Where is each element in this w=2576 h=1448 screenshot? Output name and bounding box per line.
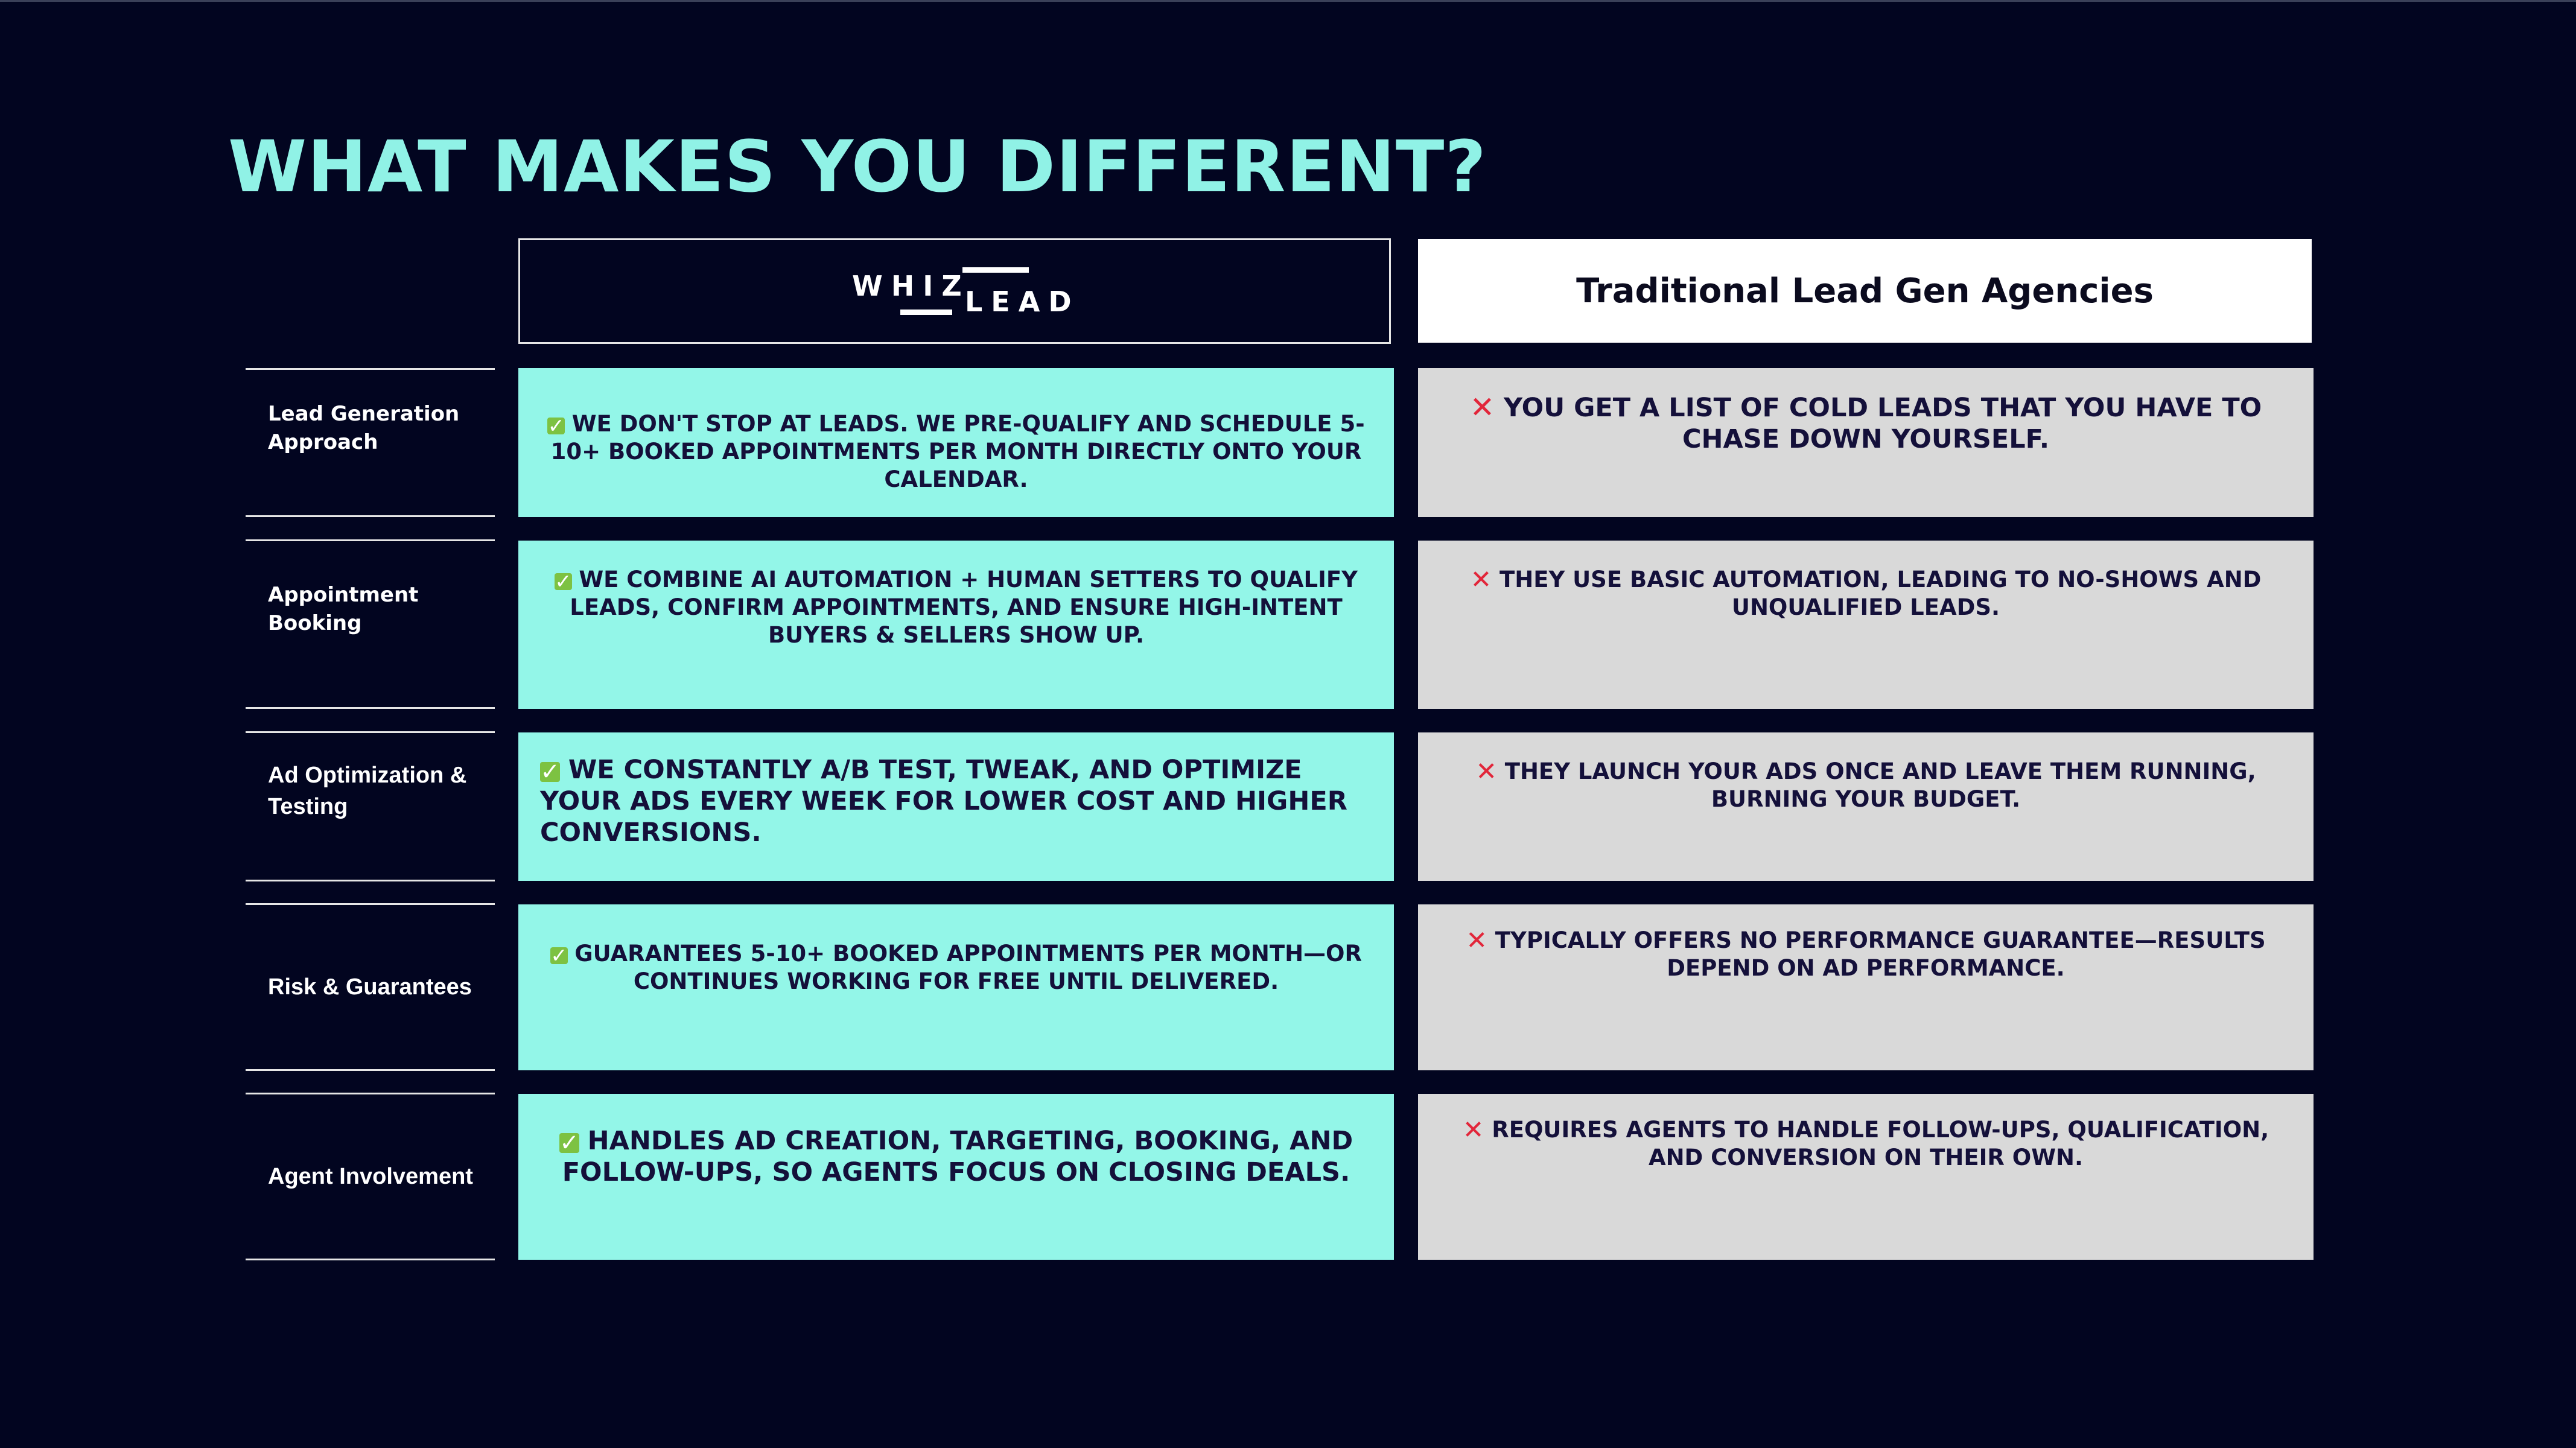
traditional-cell-text: YOU GET A LIST OF COLD LEADS THAT YOU HA… [1504, 393, 2262, 454]
whizlead-cell-text: GUARANTEES 5-10+ BOOKED APPOINTMENTS PER… [574, 941, 1362, 994]
row-label-block: Risk & Guarantees [246, 903, 495, 1071]
traditional-cell: REQUIRES AGENTS TO HANDLE FOLLOW-UPS, QU… [1418, 1094, 2314, 1260]
whizlead-cell-text: WE COMBINE AI AUTOMATION + HUMAN SETTERS… [570, 567, 1358, 648]
check-icon [550, 947, 568, 965]
cross-icon [1470, 393, 1495, 422]
row-label: Appointment Booking [268, 583, 419, 635]
row-label-block: Lead Generation Approach [246, 368, 495, 517]
logo-word-whiz: WHIZ [852, 269, 970, 302]
check-icon [559, 1132, 580, 1154]
row-label: Ad Optimization & Testing [268, 763, 467, 819]
whizlead-cell-text: WE DON'T STOP AT LEADS. WE PRE-QUALIFY A… [550, 411, 1365, 492]
whizlead-cell-text: WE CONSTANTLY A/B TEST, TWEAK, AND OPTIM… [540, 755, 1347, 848]
traditional-cell: YOU GET A LIST OF COLD LEADS THAT YOU HA… [1418, 368, 2314, 517]
cross-icon [1466, 929, 1487, 954]
traditional-cell-text: THEY LAUNCH YOUR ADS ONCE AND LEAVE THEM… [1504, 758, 2256, 812]
traditional-cell: THEY LAUNCH YOUR ADS ONCE AND LEAVE THEM… [1418, 732, 2314, 881]
row-label: Risk & Guarantees [268, 974, 472, 1000]
whizlead-column-header: WHIZ LEAD [518, 238, 1391, 344]
cross-icon [1475, 760, 1497, 786]
traditional-cell-text: THEY USE BASIC AUTOMATION, LEADING TO NO… [1499, 567, 2262, 620]
check-icon [540, 761, 561, 783]
logo-bar-top [962, 267, 1029, 273]
traditional-cell-text: TYPICALLY OFFERS NO PERFORMANCE GUARANTE… [1495, 927, 2266, 981]
top-divider [0, 0, 2576, 2]
cross-icon [1463, 1118, 1484, 1144]
logo-bar-bottom [900, 309, 952, 315]
traditional-cell-text: REQUIRES AGENTS TO HANDLE FOLLOW-UPS, QU… [1492, 1117, 2269, 1170]
row-label: Agent Involvement [268, 1164, 473, 1189]
page-title: WHAT MAKES YOU DIFFERENT? [228, 125, 1487, 208]
traditional-cell: TYPICALLY OFFERS NO PERFORMANCE GUARANTE… [1418, 904, 2314, 1070]
row-label-block: Ad Optimization & Testing [246, 731, 495, 881]
traditional-cell: THEY USE BASIC AUTOMATION, LEADING TO NO… [1418, 541, 2314, 709]
whizlead-cell: WE COMBINE AI AUTOMATION + HUMAN SETTERS… [518, 541, 1394, 709]
row-label-block: Agent Involvement [246, 1093, 495, 1260]
whizlead-cell: WE CONSTANTLY A/B TEST, TWEAK, AND OPTIM… [518, 732, 1394, 881]
whizlead-cell: WE DON'T STOP AT LEADS. WE PRE-QUALIFY A… [518, 368, 1394, 517]
logo-word-lead: LEAD [965, 285, 1080, 318]
whizlead-cell-text: HANDLES AD CREATION, TARGETING, BOOKING,… [562, 1126, 1353, 1187]
traditional-column-header: Traditional Lead Gen Agencies [1418, 239, 2312, 343]
check-icon [547, 417, 565, 435]
row-label: Lead Generation Approach [268, 402, 460, 454]
whizlead-cell: HANDLES AD CREATION, TARGETING, BOOKING,… [518, 1094, 1394, 1260]
whizlead-cell: GUARANTEES 5-10+ BOOKED APPOINTMENTS PER… [518, 904, 1394, 1070]
cross-icon [1471, 568, 1492, 594]
check-icon [555, 573, 572, 591]
whizlead-logo: WHIZ LEAD [852, 267, 1072, 316]
row-label-block: Appointment Booking [246, 539, 495, 709]
